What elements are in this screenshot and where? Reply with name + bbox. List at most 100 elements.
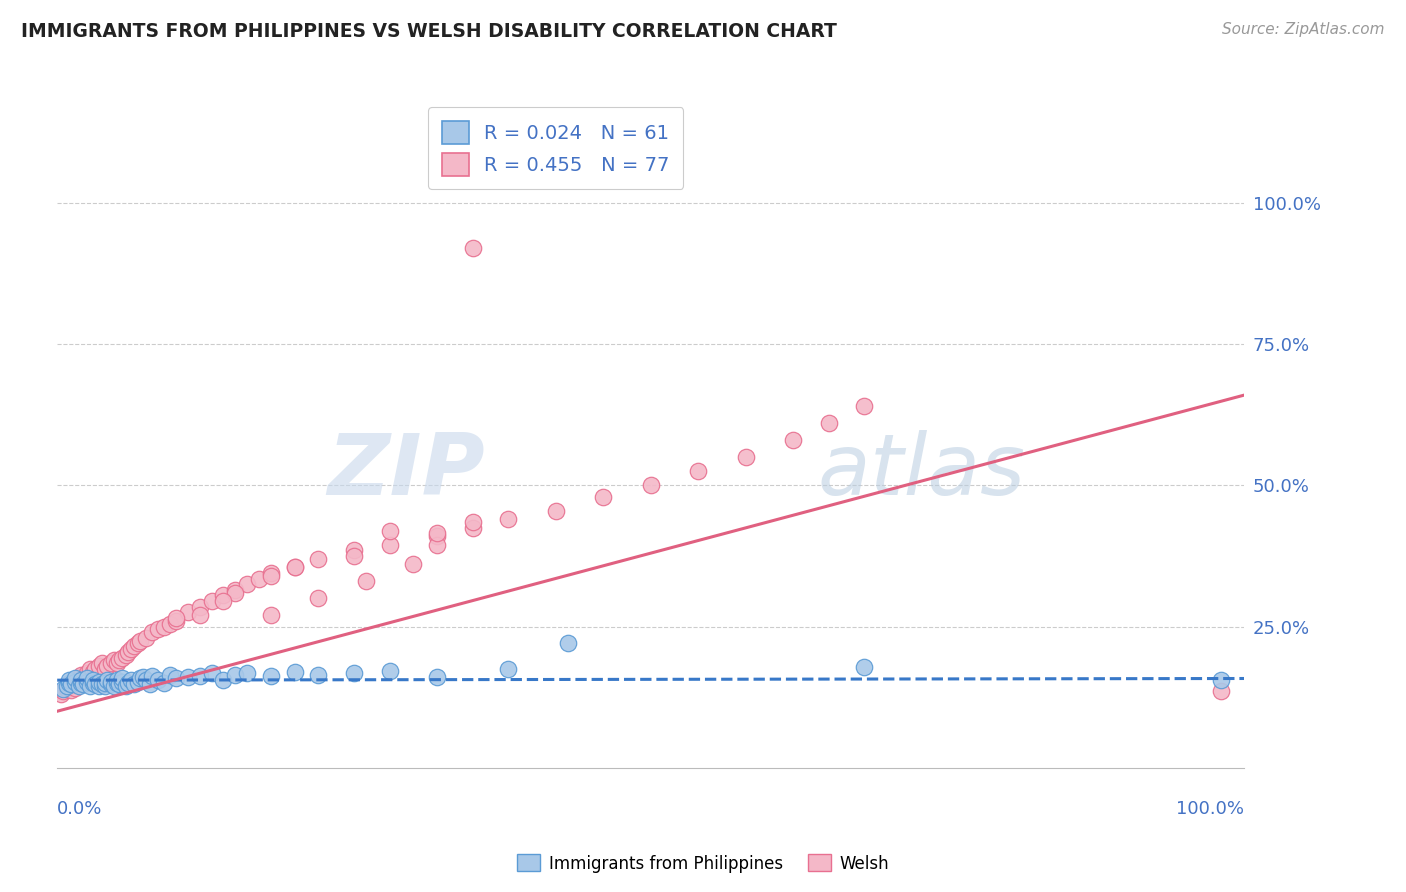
Point xyxy=(111,674,134,689)
Point xyxy=(592,490,614,504)
Point xyxy=(461,515,484,529)
Point xyxy=(91,657,114,671)
Point xyxy=(498,512,520,526)
Point xyxy=(146,673,169,688)
Point xyxy=(124,640,146,654)
Point xyxy=(129,672,152,686)
Text: 100.0%: 100.0% xyxy=(1177,800,1244,818)
Point xyxy=(159,667,181,681)
Point xyxy=(734,450,756,465)
Point xyxy=(236,577,259,591)
Point xyxy=(49,687,72,701)
Point xyxy=(67,679,90,693)
Point xyxy=(120,673,142,688)
Text: atlas: atlas xyxy=(817,430,1025,513)
Legend: R = 0.024   N = 61, R = 0.455   N = 77: R = 0.024 N = 61, R = 0.455 N = 77 xyxy=(427,108,683,189)
Point xyxy=(426,529,449,543)
Point xyxy=(111,650,134,665)
Point xyxy=(82,665,104,679)
Point xyxy=(378,664,401,678)
Point xyxy=(87,674,110,689)
Point xyxy=(307,667,329,681)
Point xyxy=(108,653,131,667)
Point xyxy=(200,665,222,680)
Point xyxy=(165,614,187,628)
Point xyxy=(55,681,77,696)
Point xyxy=(307,591,329,606)
Point xyxy=(212,673,235,688)
Point xyxy=(378,524,401,538)
Point xyxy=(260,568,283,582)
Point xyxy=(224,585,246,599)
Point xyxy=(93,662,115,676)
Point xyxy=(76,672,98,686)
Point xyxy=(63,672,86,686)
Point xyxy=(120,642,142,657)
Point xyxy=(146,623,169,637)
Point xyxy=(200,594,222,608)
Point xyxy=(82,673,104,688)
Point xyxy=(141,625,163,640)
Point xyxy=(177,670,200,684)
Point xyxy=(426,526,449,541)
Point xyxy=(52,684,75,698)
Point xyxy=(853,660,876,674)
Point xyxy=(124,677,146,691)
Point xyxy=(177,606,200,620)
Point xyxy=(127,674,149,689)
Point xyxy=(103,679,125,693)
Text: ZIP: ZIP xyxy=(328,430,485,513)
Point xyxy=(63,677,86,691)
Point xyxy=(70,673,93,688)
Point xyxy=(93,679,115,693)
Point xyxy=(70,667,93,681)
Point xyxy=(84,677,107,691)
Point xyxy=(115,648,138,662)
Point xyxy=(247,572,270,586)
Text: 0.0%: 0.0% xyxy=(58,800,103,818)
Point xyxy=(461,521,484,535)
Point xyxy=(76,665,98,680)
Point xyxy=(135,631,157,645)
Point xyxy=(224,582,246,597)
Point xyxy=(260,669,283,683)
Point xyxy=(782,434,804,448)
Point xyxy=(103,653,125,667)
Point xyxy=(141,669,163,683)
Point xyxy=(127,636,149,650)
Point xyxy=(70,670,93,684)
Point xyxy=(70,676,93,690)
Point xyxy=(853,400,876,414)
Point xyxy=(67,673,90,688)
Point xyxy=(135,673,157,688)
Legend: Immigrants from Philippines, Welsh: Immigrants from Philippines, Welsh xyxy=(510,847,896,880)
Point xyxy=(117,676,139,690)
Point xyxy=(236,665,259,680)
Point xyxy=(544,504,567,518)
Point xyxy=(343,665,366,680)
Point xyxy=(76,669,98,683)
Point xyxy=(58,676,80,690)
Point xyxy=(87,679,110,693)
Point xyxy=(60,677,83,691)
Point xyxy=(76,674,98,689)
Point xyxy=(212,594,235,608)
Point xyxy=(284,665,307,679)
Point xyxy=(129,633,152,648)
Point xyxy=(139,677,162,691)
Point xyxy=(165,672,187,686)
Point xyxy=(63,681,86,695)
Point xyxy=(55,679,77,693)
Point xyxy=(354,574,377,589)
Point xyxy=(82,676,104,690)
Point xyxy=(260,566,283,580)
Point xyxy=(426,538,449,552)
Point xyxy=(60,682,83,697)
Point xyxy=(153,619,176,633)
Point xyxy=(105,673,128,688)
Point xyxy=(72,677,94,691)
Point xyxy=(426,670,449,684)
Point xyxy=(159,616,181,631)
Point xyxy=(105,676,128,690)
Point xyxy=(58,673,80,688)
